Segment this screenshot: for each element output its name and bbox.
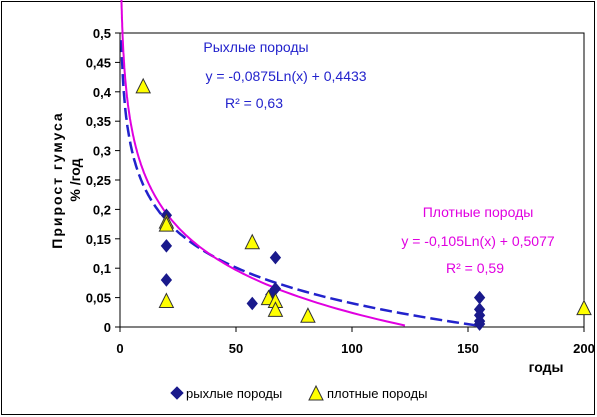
y-axis-label-group: Прирост гумуса % /год [49,111,83,248]
trendlines [120,0,479,327]
plot-area [119,32,585,328]
trend-label-r2-dense: R² = 0,59 [446,260,504,276]
trend-label-title-loose: Рыхлые породы [203,39,308,55]
point-dense-rock [135,77,152,94]
legend-marker-triangle [308,384,324,401]
y-axis-label: Прирост гумуса [49,111,65,248]
x-tick-label: 50 [229,341,243,356]
trend-label-title-dense: Плотные породы [423,204,534,220]
y-tick-label: 0,2 [93,202,111,217]
y-tick-label: 0 [104,320,111,335]
legend: рыхлые породы плотные породы [170,384,427,401]
point-dense-rock [576,299,592,316]
x-axis-label: годы [529,359,564,375]
point-dense-rock [267,301,284,317]
axes: 0 0,05 0,1 0,15 0,2 0,25 0,3 0,35 0,4 0,45 0,5 0 50 1… [86,26,595,356]
point-dense-rock [158,292,175,309]
x-tick-label: 0 [116,341,123,356]
point-loose-rock [269,250,282,265]
y-tick-label: 0,25 [86,173,111,188]
legend-label-dense: плотные породы [327,386,427,401]
data-points [135,77,592,331]
x-tick-label: 200 [573,341,595,356]
x-tick-label: 150 [457,341,479,356]
point-dense-rock [158,215,175,232]
trendline-loose [120,40,479,327]
y-axis-label-unit: % /год [67,158,83,201]
y-tick-label: 0,5 [93,26,111,41]
point-dense-rock [300,307,316,323]
point-loose-rock [473,317,486,331]
y-tick-label: 0,15 [86,232,111,247]
trend-label-r2-loose: R² = 0,63 [225,95,283,111]
trend-label-equation-loose: y = -0,0875Ln(x) + 0,4433 [205,68,366,84]
trend-label-equation-dense: y = -0,105Ln(x) + 0,5077 [401,233,555,249]
y-tick-label: 0,3 [93,144,111,159]
point-loose-rock [246,296,258,311]
point-loose-rock [160,273,173,287]
legend-marker-diamond [170,386,184,400]
y-tick-label: 0,1 [93,261,111,276]
legend-label-loose: рыхлые породы [186,386,282,401]
point-dense-rock [244,233,261,250]
y-tick-label: 0,4 [93,85,112,100]
point-loose-rock [160,239,173,253]
x-tick-label: 100 [341,341,363,356]
y-tick-label: 0,05 [86,291,111,306]
y-tick-label: 0,45 [86,55,111,70]
y-tick-label: 0,35 [86,114,111,129]
trendline-dense [120,0,406,327]
